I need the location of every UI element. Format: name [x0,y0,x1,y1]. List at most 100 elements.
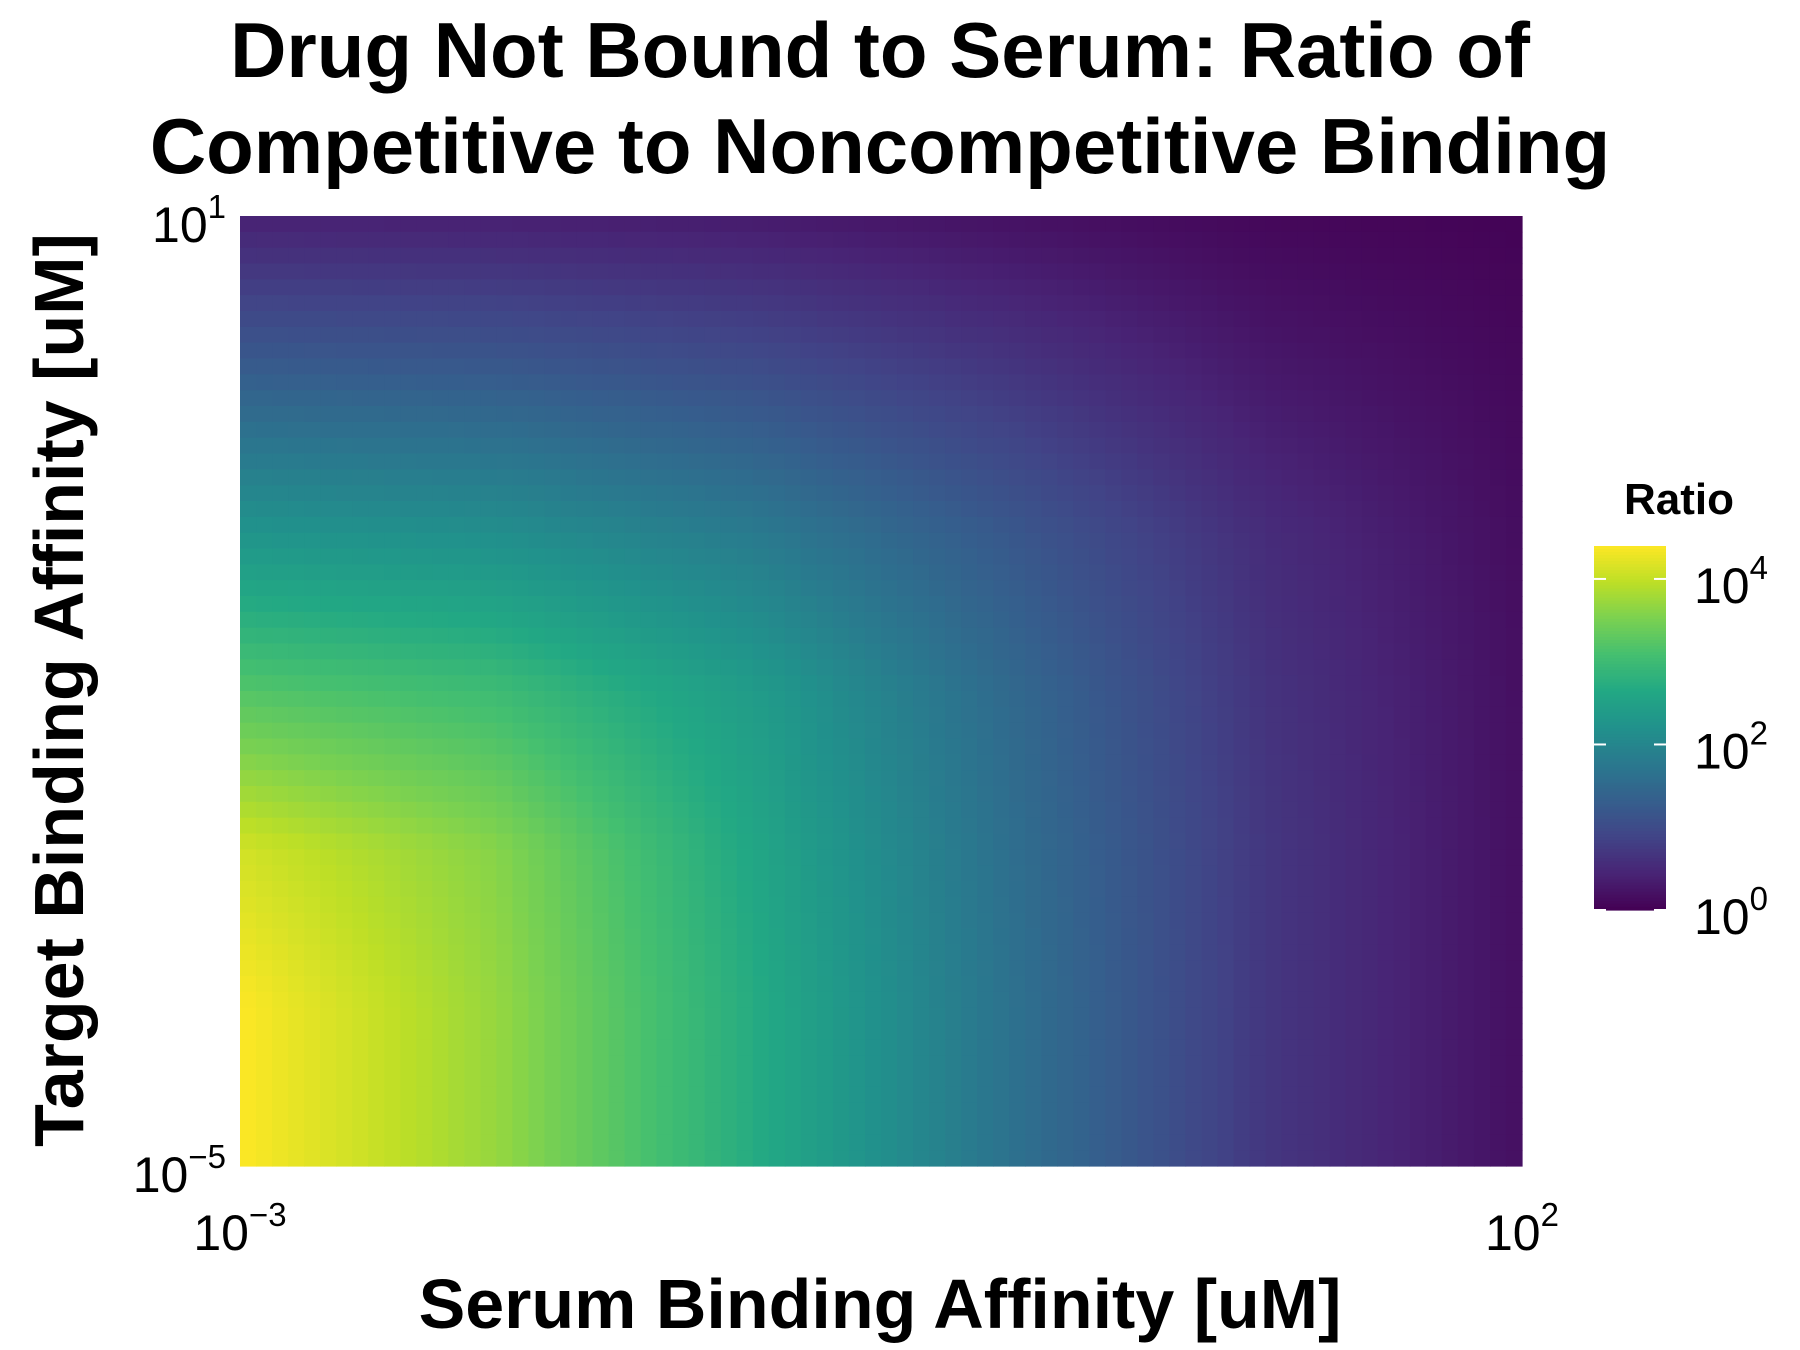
heatmap-cell [1105,659,1122,676]
heatmap-cell [272,786,289,803]
x-tick-label-0: 10−3 [193,1196,286,1261]
heatmap-cell [1073,627,1090,645]
heatmap-cell [592,516,610,534]
heatmap-cell [592,786,610,803]
heatmap-cell [897,722,914,740]
heatmap-cell [544,231,562,249]
heatmap-cell [1473,833,1491,850]
heatmap-cell [672,786,690,803]
heatmap-cell [1185,722,1203,740]
heatmap-cell [977,944,994,961]
heatmap-cell [1249,643,1267,660]
heatmap-cell [832,991,850,1009]
heatmap-cell [1185,247,1203,265]
heatmap-cell [945,485,962,502]
heatmap-cell [1089,944,1106,961]
heatmap-cell [961,1086,978,1104]
heatmap-cell [1073,1150,1090,1167]
heatmap-cell [512,1150,530,1167]
heatmap-cell [848,564,866,581]
heatmap-cell [929,596,946,613]
y-tick-label-0: 10−5 [133,1138,226,1203]
heatmap-cell [736,991,754,1009]
heatmap-cell [929,801,946,819]
heatmap-cell [304,216,321,233]
heatmap-cell [1297,326,1315,344]
heatmap-cell [704,469,722,486]
heatmap-cell [1073,817,1090,835]
heatmap-cell [897,263,914,280]
heatmap-cell [945,374,962,391]
heatmap-cell [1025,247,1042,265]
heatmap-cell [913,675,930,692]
heatmap-cell [913,865,930,882]
heatmap-cell [1137,311,1155,328]
heatmap-cell [1217,406,1235,423]
heatmap-cell [1393,580,1411,597]
heatmap-cell [848,1118,866,1135]
heatmap-cell [320,1039,337,1056]
heatmap-cell [1409,912,1427,930]
heatmap-cell [480,928,498,945]
heatmap-cell [1249,311,1267,328]
heatmap-cell [736,801,754,819]
colorbar-step [1594,791,1666,796]
heatmap-cell [945,453,962,470]
heatmap-cell [1153,801,1171,819]
heatmap-cell [736,279,754,296]
heatmap-cell [832,311,850,328]
heatmap-cell [1057,643,1074,660]
heatmap-cell [384,1007,401,1025]
heatmap-cell [1041,944,1058,961]
heatmap-cell [240,611,257,629]
heatmap-cell [400,817,417,835]
heatmap-cell [1505,912,1523,930]
heatmap-cell [1137,706,1155,724]
heatmap-cell [496,390,514,407]
heatmap-cell [977,691,994,708]
heatmap-cell [528,1102,546,1120]
heatmap-cell [1185,532,1203,550]
heatmap-cell [1505,279,1523,296]
heatmap-cell [800,786,818,803]
heatmap-cell [640,516,658,534]
heatmap-cell [304,279,321,296]
heatmap-cell [608,421,626,439]
heatmap-cell [336,1023,353,1040]
heatmap-cell [1505,881,1523,898]
heatmap-cell [945,501,962,518]
heatmap-cell [544,754,562,771]
heatmap-cell [848,896,866,914]
heatmap-cell [736,1055,754,1072]
heatmap-cell [848,817,866,835]
heatmap-cell [1105,596,1122,613]
heatmap-cell [993,817,1010,835]
heatmap-cell [720,691,738,708]
heatmap-cell [288,469,305,486]
heatmap-cell [544,326,562,344]
heatmap-cell [560,754,578,771]
heatmap-cell [1265,501,1283,518]
heatmap-cell [1505,991,1523,1009]
heatmap-cell [977,548,994,565]
heatmap-cell [1281,706,1299,724]
heatmap-cell [768,1039,786,1056]
heatmap-cell [1009,247,1026,265]
heatmap-cell [1489,786,1507,803]
heatmap-cell [368,691,385,708]
heatmap-cell [272,691,289,708]
heatmap-cell [1089,1102,1106,1120]
heatmap-cell [416,295,433,312]
heatmap-cell [1089,627,1106,645]
heatmap-cell [720,1102,738,1120]
heatmap-cell [656,485,674,502]
heatmap-cell [816,1134,834,1151]
heatmap-cell [1409,944,1427,961]
heatmap-cell [1169,643,1187,660]
heatmap-cell [752,279,770,296]
heatmap-cell [336,896,353,914]
heatmap-cell [480,643,498,660]
heatmap-cell [1057,1023,1074,1040]
heatmap-cell [1009,912,1026,930]
heatmap-cell [496,611,514,629]
